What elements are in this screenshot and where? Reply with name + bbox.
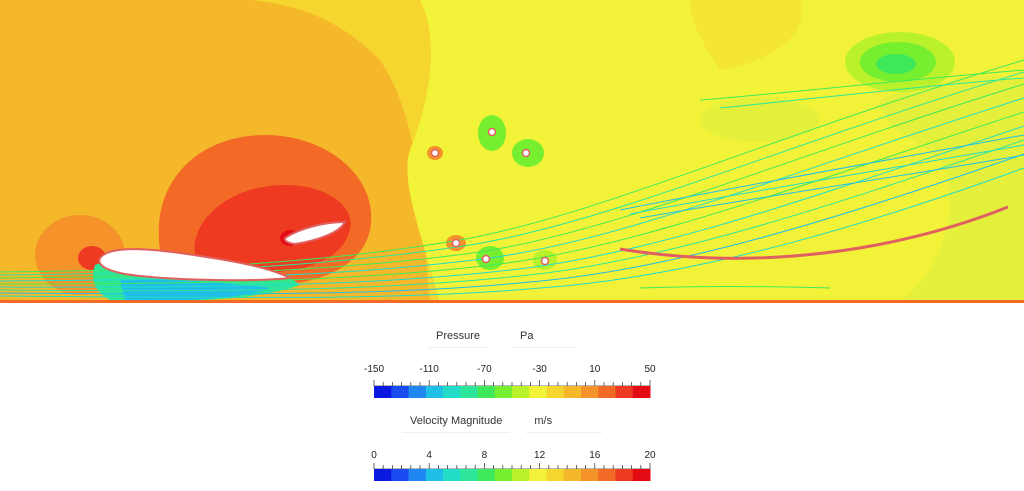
pressure_legend-color-swatch <box>425 386 444 398</box>
pressure-legend-header: Pressure Pa <box>428 325 574 348</box>
pressure_legend-color-swatch <box>408 386 427 398</box>
streamline <box>699 69 1024 101</box>
cylinder <box>540 256 550 266</box>
pressure_legend-color-swatch <box>391 386 409 398</box>
pressure_legend-color-swatch <box>477 386 496 398</box>
pressure_legend-color-swatch <box>443 386 461 398</box>
velocity_legend-tick-label: 16 <box>589 450 601 461</box>
cfd-viewport[interactable] <box>0 0 1024 303</box>
pressure_legend-tick-label: -150 <box>364 364 384 375</box>
velocity_legend-tick-label: 12 <box>534 450 546 461</box>
velocity_legend-color-swatch <box>460 469 478 481</box>
velocity_legend-tick-label: 4 <box>426 450 432 461</box>
pressure_legend-color-swatch <box>529 386 547 398</box>
velocity-legend-unit: m/s <box>526 410 603 433</box>
streamline <box>0 153 1024 295</box>
pressure_legend-color-swatch <box>460 386 478 398</box>
pressure_legend-tick-label: -30 <box>532 364 547 375</box>
pressure_legend-color-swatch <box>563 386 582 398</box>
velocity_legend-color-swatch <box>477 469 496 481</box>
cylinder <box>487 127 497 137</box>
pressure-region-patch <box>690 0 802 70</box>
pressure-contour-plot <box>0 0 1024 303</box>
velocity_legend-color-swatch <box>408 469 427 481</box>
pressure-region-peak <box>194 185 351 273</box>
velocity_legend-color-swatch <box>598 469 616 481</box>
streamlines <box>0 59 1024 299</box>
velocity_legend-color-swatch <box>374 469 392 481</box>
cylinder <box>430 148 440 158</box>
pressure_legend-color-swatch <box>598 386 616 398</box>
pressure_legend-color-swatch <box>546 386 565 398</box>
pressure-color-scale: -150 -110 -70 -30 10 50 <box>364 364 656 398</box>
velocity_legend-tick-label: 20 <box>644 450 656 461</box>
ground-boundary <box>0 300 1024 303</box>
streamline <box>639 286 831 289</box>
pressure-region-wake <box>876 54 916 74</box>
streamline <box>719 77 1024 109</box>
pressure_legend-tick-label: -70 <box>477 364 492 375</box>
pressure-legend-unit: Pa <box>512 325 574 348</box>
cylinder <box>521 148 531 158</box>
curved-plate-element <box>619 205 1009 260</box>
velocity-legend-header: Velocity Magnitude m/s <box>402 410 603 433</box>
streamline <box>0 139 1024 292</box>
pressure_legend-tick-label: -110 <box>420 364 440 375</box>
velocity_legend-color-swatch <box>443 469 461 481</box>
pressure_legend-color-swatch <box>581 386 599 398</box>
velocity_legend-color-swatch <box>563 469 582 481</box>
pressure-region-wake <box>700 98 820 142</box>
velocity_legend-color-swatch <box>425 469 444 481</box>
pressure_legend-color-swatch <box>374 386 392 398</box>
velocity_legend-tick-label: 8 <box>482 450 488 461</box>
pressure_legend-tick-label: 10 <box>589 364 601 375</box>
streamline <box>0 125 1024 288</box>
velocity_legend-color-swatch <box>546 469 565 481</box>
cylinder-array <box>430 127 550 266</box>
pressure_legend-color-swatch <box>615 386 634 398</box>
streamline <box>639 154 1024 219</box>
velocity_legend-color-swatch <box>632 469 651 481</box>
velocity-legend-title: Velocity Magnitude <box>402 410 511 433</box>
pressure_legend-color-swatch <box>632 386 651 398</box>
pressure_legend-tick-label: 50 <box>644 364 656 375</box>
velocity_legend-color-swatch <box>529 469 547 481</box>
legend-panel: Pressure Pa -150 -110 -70 -30 10 50 Velocity … <box>0 303 1024 491</box>
streamline <box>0 111 1024 285</box>
velocity_legend-color-swatch <box>391 469 409 481</box>
streamline <box>629 144 1024 215</box>
pressure_legend-color-swatch <box>494 386 513 398</box>
streamline <box>619 134 1024 211</box>
pressure_legend-color-swatch <box>512 386 530 398</box>
cylinder <box>451 238 461 248</box>
velocity_legend-color-swatch <box>512 469 530 481</box>
airfoil-flap-element <box>283 220 347 246</box>
velocity_legend-color-swatch <box>494 469 513 481</box>
velocity_legend-color-swatch <box>581 469 599 481</box>
airfoil-main-element <box>98 248 294 282</box>
cylinder <box>481 254 491 264</box>
velocity_legend-tick-label: 0 <box>371 450 377 461</box>
pressure-legend-title: Pressure <box>428 325 489 348</box>
velocity-color-scale: 0 4 8 12 16 20 <box>371 450 656 481</box>
velocity_legend-color-swatch <box>615 469 634 481</box>
streamline <box>0 167 1024 299</box>
